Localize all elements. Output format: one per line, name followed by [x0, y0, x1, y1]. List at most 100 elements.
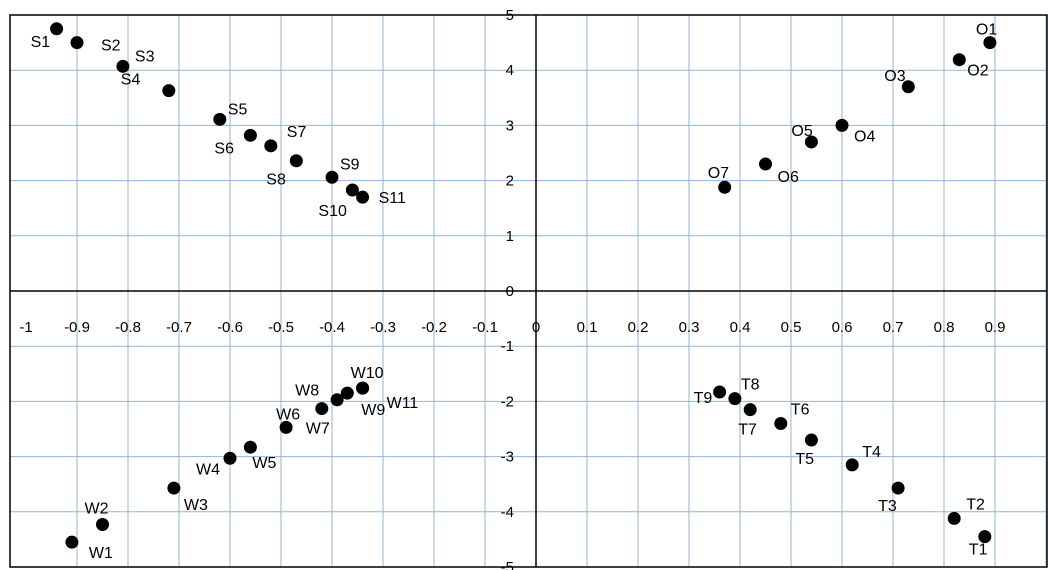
y-tick-label: 4 [506, 62, 514, 79]
label-o4: O4 [854, 128, 875, 145]
point-t6 [774, 416, 788, 430]
y-tick-label: -4 [501, 504, 514, 521]
point-t2 [947, 511, 961, 525]
point-w6 [279, 420, 293, 434]
label-w7: W7 [306, 421, 330, 438]
label-s5: S5 [228, 101, 248, 118]
point-labels: S1 S2 S3 S4 S5 S6 S7 S8 S9 S10 S11 O1 O2 O3 O4 O5 O6 O7 W1… [31, 22, 998, 563]
point-o6 [759, 157, 772, 171]
label-s10: S10 [318, 203, 347, 220]
x-tick-label: -0.7 [166, 319, 192, 336]
data-points [50, 22, 997, 549]
label-t5: T5 [795, 451, 814, 468]
x-tick-label: 0.9 [985, 319, 1006, 336]
y-tick-label: -3 [501, 449, 514, 466]
y-tick-label: -1 [501, 338, 514, 355]
label-t2: T2 [966, 496, 985, 513]
x-tick-label: 0.5 [781, 319, 802, 336]
point-t7 [743, 403, 757, 417]
x-tick-label: -0.6 [217, 319, 243, 336]
label-w5: W5 [252, 455, 276, 472]
x-tick-label: -0.3 [370, 319, 396, 336]
point-s9 [325, 170, 339, 184]
point-w4 [223, 451, 237, 465]
label-o6: O6 [778, 169, 799, 186]
x-tick-label: -0.8 [115, 319, 141, 336]
x-tick-label: 0.1 [577, 319, 598, 336]
label-s11: S11 [379, 190, 406, 207]
label-w3: W3 [184, 497, 208, 514]
label-s7: S7 [287, 124, 307, 141]
label-o7: O7 [708, 165, 729, 182]
label-w6: W6 [276, 406, 300, 423]
x-tick-label: -0.4 [319, 319, 345, 336]
point-w11 [356, 381, 370, 395]
point-s2 [70, 36, 84, 50]
x-tick-label: -0.5 [268, 319, 294, 336]
point-s6 [243, 128, 257, 142]
label-w1: W1 [89, 545, 113, 562]
point-w5 [243, 440, 257, 454]
label-t4: T4 [862, 444, 881, 461]
label-o1: O1 [976, 22, 997, 39]
y-tick-label: 0 [506, 283, 514, 300]
label-t1: T1 [969, 542, 988, 559]
label-s6: S6 [214, 140, 234, 157]
label-o5: O5 [791, 123, 812, 140]
point-t5 [804, 433, 818, 447]
point-o4 [835, 118, 849, 132]
point-w7 [315, 402, 329, 416]
label-w11: W11 [387, 395, 419, 412]
x-tick-label: -0.1 [472, 319, 498, 336]
x-tick-label: 0.7 [883, 319, 904, 336]
label-o2: O2 [967, 63, 988, 80]
x-tick-label: 0 [532, 319, 540, 336]
point-o2 [952, 53, 966, 67]
label-s9: S9 [340, 156, 360, 173]
label-t3: T3 [878, 498, 897, 515]
label-s4: S4 [121, 72, 141, 89]
label-t8: T8 [741, 377, 760, 394]
y-tick-label: -5 [501, 559, 514, 570]
x-tick-label: -0.2 [421, 319, 447, 336]
x-tick-label: 0.8 [934, 319, 955, 336]
point-w9 [340, 386, 354, 400]
point-t9 [713, 385, 727, 399]
point-t8 [728, 392, 742, 406]
tick-labels: -1 -0.9 -0.8 -0.7 -0.6 -0.5 -0.4 -0.3 -0.2 -0.1 0 0… [19, 7, 1005, 570]
label-w8: W8 [295, 383, 319, 400]
point-o7 [718, 180, 732, 194]
point-w3 [167, 481, 181, 495]
point-s4 [162, 84, 176, 98]
plot-frame [9, 14, 1048, 568]
x-tick-label: -1 [19, 319, 32, 336]
y-tick-label: 1 [506, 228, 514, 245]
point-o3 [901, 80, 915, 94]
point-s10 [345, 183, 359, 197]
point-w2 [96, 517, 109, 531]
point-t4 [845, 458, 859, 472]
label-w4: W4 [196, 461, 220, 478]
x-tick-label: 0.4 [730, 319, 751, 336]
y-tick-label: 2 [506, 173, 514, 190]
point-s7 [264, 139, 278, 153]
label-s3: S3 [135, 48, 155, 65]
point-s5 [213, 112, 227, 126]
axes [10, 15, 1047, 567]
label-t7: T7 [738, 422, 757, 439]
x-tick-label: 0.6 [832, 319, 853, 336]
y-tick-label: 3 [506, 117, 514, 134]
x-tick-label: 0.3 [679, 319, 700, 336]
x-tick-label: -0.9 [64, 319, 90, 336]
point-w8 [330, 393, 344, 407]
y-tick-label: -2 [501, 393, 514, 410]
label-t9: T9 [694, 390, 713, 407]
label-t6: T6 [791, 401, 810, 418]
label-w10: W10 [351, 365, 384, 382]
point-s11 [356, 190, 370, 204]
x-tick-label: 0.2 [628, 319, 649, 336]
point-s3 [116, 59, 130, 73]
label-w9: W9 [361, 402, 385, 419]
point-o1 [983, 36, 997, 50]
